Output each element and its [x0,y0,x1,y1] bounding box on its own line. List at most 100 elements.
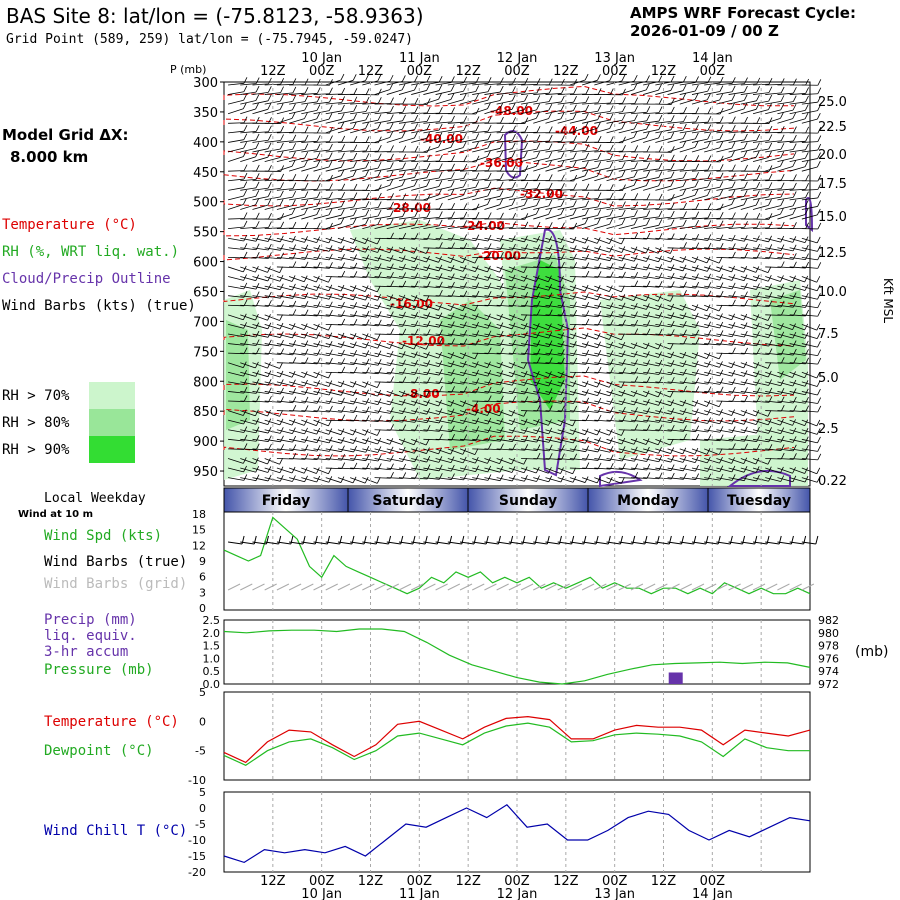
wind-barb-feather [585,87,590,95]
wind-barb-feather [316,104,321,111]
wind-barb-feather [499,133,504,141]
wind-barb-feather [645,131,650,138]
wind-barb [447,371,464,376]
wind-barb [240,304,257,307]
wind-barb [227,156,244,162]
wind-barb [521,410,538,412]
wind-barb [594,158,611,162]
grid-wind-barb [752,583,766,591]
wind-barb [655,352,671,359]
wind-barb [301,458,318,460]
wind-barb [386,276,403,279]
wind-barb [472,295,489,298]
wind-barb [545,266,562,269]
wind-barb [228,130,245,134]
wind-barb-feather [682,264,687,271]
wind-barb-feather [621,161,626,169]
wind-barb [691,295,708,298]
wind-barb-feather [816,467,821,474]
wind-barb-feather [817,388,821,396]
wind-barb [740,83,757,86]
wind-barb [740,333,757,338]
wind-barb-feather [474,304,479,312]
wind-barb [459,186,476,191]
wind-barb-feather [511,198,516,206]
wind-barb-feather [768,283,772,290]
wind-barb-feather [804,323,809,331]
grid-wind-barb [240,583,253,591]
wind-barb [472,130,489,134]
wind-barb-feather [780,244,785,251]
wind-barb [496,247,513,251]
wind-barb [435,343,452,345]
wind-barb-feather [365,88,370,95]
surface-wind-barb [350,541,365,545]
wind-barb [765,165,781,172]
wind-barb [630,159,647,163]
wind-barb-feather [439,290,443,297]
wind-barb [618,381,635,383]
wind-barb-feather [560,244,565,252]
wind-barb [582,266,599,270]
wind-barb [765,237,781,243]
wind-barb [582,167,598,172]
wind-barb [386,176,403,182]
wind-barb [569,197,586,201]
wind-barb [630,410,647,415]
wind-barb [618,159,635,163]
wind-barb [459,448,476,455]
wind-barb [386,266,403,271]
wind-barb-feather [597,96,602,103]
wind-barb [325,304,342,309]
wind-barb [594,477,610,484]
wind-barb [240,371,256,377]
wind-barb [655,185,671,191]
wind-barb-feather [475,417,479,424]
wind-barb-feather [255,198,259,205]
wind-barb-feather [658,464,663,471]
wind-barb [508,266,524,274]
wind-barb-feather [596,428,601,436]
wind-barb [313,247,330,252]
wind-barb-feather [341,96,346,103]
wind-barb-feather [804,152,809,159]
wind-barb [765,400,782,404]
wind-barb-feather [805,301,809,308]
grid-wind-barb [606,583,619,591]
wind-barb [569,352,586,357]
wind-barb [264,109,281,115]
wind-barb [484,108,500,115]
wind-barb [752,92,769,95]
wind-barb-feather [805,174,810,181]
wind-barb-feather [707,172,712,179]
cloud-outline [599,470,643,488]
wind-barb-feather [390,280,394,287]
wind-barb [362,237,378,245]
wind-barb [679,324,696,328]
wind-barb-feather [390,97,394,104]
wind-barb-feather [523,266,528,273]
wind-barb [398,247,415,254]
wind-barb [240,333,257,338]
wind-barb-feather [439,202,443,210]
wind-barb [325,381,342,388]
kft-tick-label: 2.5 [818,422,839,437]
wind-barb [569,343,586,348]
pressure-tick-label: 976 [818,652,839,665]
wind-barb [521,140,538,143]
wind-barb-feather [377,454,382,462]
wind-barb-feather [585,293,589,300]
wind-barb [484,333,501,338]
wind-barb [276,429,293,434]
wind-barb-feather [523,362,528,369]
weekday-label: Saturday [372,493,443,509]
wind-barb-feather [719,85,724,92]
wind-barb [801,391,818,396]
wind-barb [386,111,403,115]
wind-barb [398,129,415,134]
wind-barb-feather [609,113,614,121]
wind-barb-feather [316,208,321,215]
wind-barb-feather [756,387,761,394]
wind-barb-feather [817,340,821,348]
wind-barb-feather [255,173,260,180]
